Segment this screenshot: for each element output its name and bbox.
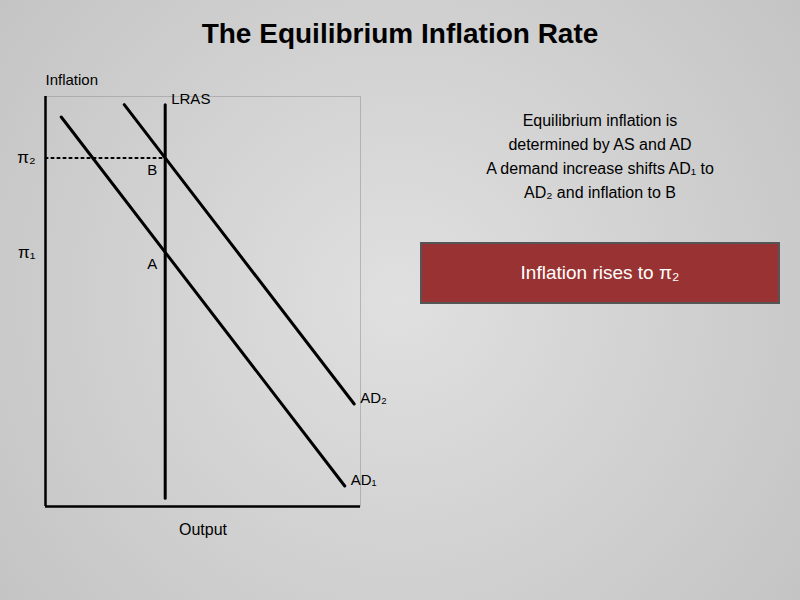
html-text:The Equilibrium Inflation Rate: The Equilibrium Inflation Rate: [201, 18, 599, 49]
svg-text:AD₂: AD₂: [360, 389, 387, 406]
svg-text:π₁: π₁: [18, 243, 36, 262]
html-text:AD₂ and inflation to B: AD₂ and inflation to B: [524, 184, 676, 201]
html-text:Equilibrium inflation is: Equilibrium inflation is: [522, 112, 678, 129]
svg-text:LRAS: LRAS: [171, 90, 210, 107]
html-text:A demand increase shifts AD₁ t: A demand increase shifts AD₁ to: [486, 160, 714, 177]
svg-text:π₂: π₂: [17, 148, 35, 167]
svg-text:Inflation: Inflation: [46, 71, 99, 88]
svg-text:Output: Output: [179, 521, 228, 538]
html-text:Inflation rises to π₂: Inflation rises to π₂: [520, 262, 680, 283]
html-text:determined by AS and AD: determined by AS and AD: [508, 136, 692, 153]
svg-text:AD₁: AD₁: [351, 471, 377, 488]
svg-text:A: A: [147, 255, 157, 272]
svg-text:B: B: [147, 161, 157, 178]
